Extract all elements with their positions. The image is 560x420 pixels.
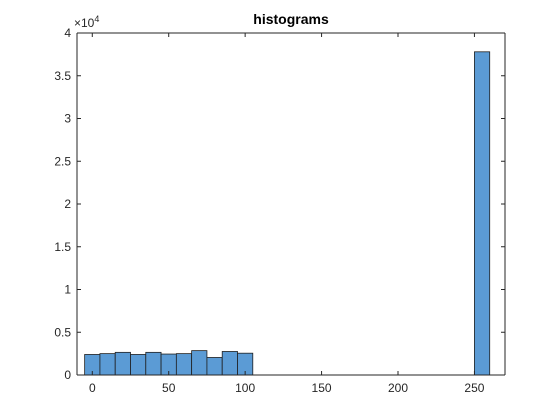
- y-tick-label: 3: [64, 112, 71, 126]
- y-tick-label: 2: [64, 197, 71, 211]
- axes-group: [76, 32, 506, 376]
- histogram-bar-3: [130, 354, 147, 376]
- y-tick-label: 3.5: [54, 69, 71, 83]
- y-exponent-power: 4: [94, 14, 99, 24]
- y-tick-label: 0: [64, 368, 71, 382]
- y-tick-label: 2.5: [54, 154, 71, 168]
- chart-title: histograms: [253, 11, 329, 27]
- x-ticks-group: 0 50 100 150 200 250: [89, 33, 485, 395]
- histogram-bar-7: [191, 350, 208, 376]
- histogram-bar-11: [474, 51, 491, 376]
- x-tick-label: 150: [312, 381, 332, 395]
- histogram-bar-1: [99, 353, 116, 376]
- plot-area: [77, 33, 505, 375]
- x-tick-label: 200: [388, 381, 408, 395]
- histogram-bar-4: [145, 351, 162, 376]
- x-tick-label: 100: [235, 381, 255, 395]
- y-exponent-base: ×10: [74, 16, 95, 30]
- y-exponent-label: ×104: [74, 14, 99, 30]
- y-tick-label: 4: [64, 26, 71, 40]
- y-tick-label: 0.5: [54, 325, 71, 339]
- histogram-bar-8: [206, 357, 223, 376]
- x-tick-label: 50: [162, 381, 176, 395]
- x-tick-label: 0: [89, 381, 96, 395]
- y-ticks-group: 0 0.5 1 1.5 2 2.5 3 3.5 4: [54, 26, 505, 382]
- histogram-bar-6: [175, 353, 193, 376]
- y-tick-label: 1.5: [54, 240, 71, 254]
- y-tick-label: 1: [64, 283, 71, 297]
- histogram-bar-2: [114, 351, 131, 376]
- x-tick-label: 250: [464, 381, 484, 395]
- histogram-bar-9: [221, 351, 238, 376]
